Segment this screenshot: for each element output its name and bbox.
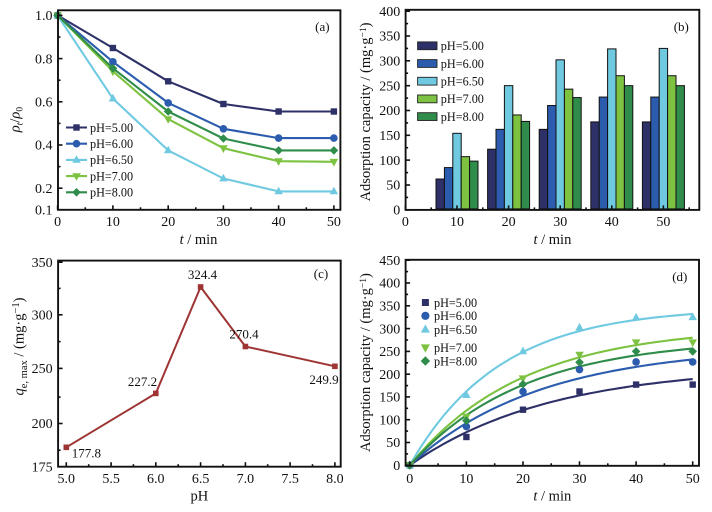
svg-text:227.2: 227.2 bbox=[128, 374, 157, 389]
svg-text:8.0: 8.0 bbox=[326, 472, 344, 487]
svg-text:450: 450 bbox=[379, 254, 400, 269]
svg-text:40: 40 bbox=[629, 472, 643, 487]
svg-text:300: 300 bbox=[32, 309, 53, 324]
svg-text:pH=5.00: pH=5.00 bbox=[90, 121, 133, 135]
svg-text:10: 10 bbox=[450, 215, 464, 230]
svg-text:150: 150 bbox=[379, 129, 400, 144]
svg-text:50: 50 bbox=[327, 215, 341, 230]
svg-text:(d): (d) bbox=[672, 269, 687, 284]
svg-text:200: 200 bbox=[32, 417, 53, 432]
svg-text:50: 50 bbox=[386, 179, 400, 194]
svg-text:t / min: t / min bbox=[533, 232, 572, 248]
svg-text:0.4: 0.4 bbox=[35, 139, 53, 154]
svg-text:0.1: 0.1 bbox=[35, 204, 53, 219]
svg-text:350: 350 bbox=[379, 300, 400, 315]
svg-text:6.5: 6.5 bbox=[192, 472, 210, 487]
svg-text:20: 20 bbox=[502, 215, 516, 230]
svg-text:10: 10 bbox=[459, 472, 473, 487]
svg-text:350: 350 bbox=[379, 30, 400, 45]
svg-text:pH=6.50: pH=6.50 bbox=[434, 323, 477, 337]
svg-text:30: 30 bbox=[216, 215, 230, 230]
svg-text:pH=6.00: pH=6.00 bbox=[441, 57, 484, 71]
svg-text:Adsorption capacity / (mg·g−1): Adsorption capacity / (mg·g−1) bbox=[358, 22, 374, 201]
svg-text:100: 100 bbox=[379, 413, 400, 428]
svg-text:400: 400 bbox=[379, 5, 400, 20]
svg-text:(b): (b) bbox=[674, 19, 689, 34]
svg-text:30: 30 bbox=[573, 472, 587, 487]
svg-text:100: 100 bbox=[379, 154, 400, 169]
svg-text:pH=8.00: pH=8.00 bbox=[90, 186, 133, 200]
svg-text:270.4: 270.4 bbox=[229, 327, 259, 342]
svg-text:175: 175 bbox=[32, 460, 53, 475]
svg-text:qe, max / (mg·g−1): qe, max / (mg·g−1) bbox=[11, 297, 30, 395]
svg-text:177.8: 177.8 bbox=[72, 445, 101, 460]
svg-text:(c): (c) bbox=[314, 266, 328, 281]
svg-text:pH=7.00: pH=7.00 bbox=[434, 341, 477, 355]
svg-text:0: 0 bbox=[393, 459, 400, 474]
svg-text:30: 30 bbox=[553, 215, 567, 230]
svg-text:250: 250 bbox=[32, 362, 53, 377]
svg-text:pH=6.50: pH=6.50 bbox=[441, 75, 484, 89]
svg-text:pH=6.00: pH=6.00 bbox=[434, 309, 477, 323]
svg-text:324.4: 324.4 bbox=[188, 267, 218, 282]
svg-text:400: 400 bbox=[379, 277, 400, 292]
svg-text:pH: pH bbox=[191, 489, 209, 505]
svg-text:t / min: t / min bbox=[180, 232, 219, 248]
svg-text:249.9: 249.9 bbox=[309, 372, 338, 387]
svg-text:0.2: 0.2 bbox=[35, 182, 53, 197]
svg-text:50: 50 bbox=[686, 472, 700, 487]
svg-text:20: 20 bbox=[161, 215, 175, 230]
svg-text:ρt/ρ0: ρt/ρ0 bbox=[8, 107, 26, 134]
svg-text:Adsorption capacity / (mg·g−1): Adsorption capacity / (mg·g−1) bbox=[358, 273, 374, 452]
svg-text:7.5: 7.5 bbox=[281, 472, 299, 487]
svg-text:10: 10 bbox=[106, 215, 120, 230]
svg-text:350: 350 bbox=[32, 256, 53, 271]
svg-text:(a): (a) bbox=[315, 19, 329, 34]
svg-text:200: 200 bbox=[379, 368, 400, 383]
svg-text:t / min: t / min bbox=[533, 489, 572, 505]
svg-text:40: 40 bbox=[605, 215, 619, 230]
svg-text:300: 300 bbox=[379, 322, 400, 337]
svg-text:50: 50 bbox=[656, 215, 670, 230]
svg-text:pH=6.50: pH=6.50 bbox=[90, 153, 133, 167]
svg-text:200: 200 bbox=[379, 104, 400, 119]
svg-text:pH=5.00: pH=5.00 bbox=[441, 39, 484, 53]
svg-text:pH=7.00: pH=7.00 bbox=[441, 92, 484, 106]
svg-text:pH=8.00: pH=8.00 bbox=[441, 110, 484, 124]
svg-text:0: 0 bbox=[402, 215, 409, 230]
svg-text:0.6: 0.6 bbox=[35, 96, 53, 111]
svg-text:pH=6.00: pH=6.00 bbox=[90, 137, 133, 151]
svg-text:250: 250 bbox=[379, 79, 400, 94]
svg-text:pH=8.00: pH=8.00 bbox=[434, 354, 477, 368]
svg-text:5.0: 5.0 bbox=[58, 472, 76, 487]
svg-text:5.5: 5.5 bbox=[102, 472, 120, 487]
svg-text:7.0: 7.0 bbox=[237, 472, 255, 487]
svg-text:50: 50 bbox=[386, 436, 400, 451]
svg-text:pH=7.00: pH=7.00 bbox=[90, 169, 133, 183]
svg-text:0.8: 0.8 bbox=[35, 52, 53, 67]
svg-text:250: 250 bbox=[379, 345, 400, 360]
svg-text:pH=5.00: pH=5.00 bbox=[434, 296, 477, 310]
svg-text:6.0: 6.0 bbox=[147, 472, 165, 487]
svg-text:0: 0 bbox=[54, 215, 61, 230]
svg-text:300: 300 bbox=[379, 55, 400, 70]
svg-text:20: 20 bbox=[516, 472, 530, 487]
svg-text:0: 0 bbox=[393, 204, 400, 219]
svg-text:0: 0 bbox=[406, 472, 413, 487]
svg-text:150: 150 bbox=[379, 391, 400, 406]
svg-text:1.0: 1.0 bbox=[35, 9, 53, 24]
svg-text:40: 40 bbox=[272, 215, 286, 230]
